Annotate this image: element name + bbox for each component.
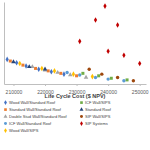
legend-item: SIP Wall/SIPS (80, 114, 111, 119)
point (34, 67, 37, 70)
point (84, 75, 89, 79)
point (97, 74, 100, 77)
point (78, 39, 81, 45)
legend-label: Double Stud Wall/Standard Roof (9, 114, 68, 119)
point (15, 60, 18, 66)
legend-item: Wood Wall/SIPS (4, 128, 39, 133)
point (50, 69, 53, 75)
legend-marker (4, 122, 7, 125)
series (78, 3, 141, 66)
point (27, 64, 32, 68)
series (11, 59, 47, 70)
legend-marker (80, 115, 83, 118)
point (18, 61, 21, 67)
x-tick-mark (45, 84, 46, 86)
legend-item: ICF Wall/SIPS (80, 100, 111, 105)
legend-label: ICF Wall/Standard Roof (9, 121, 52, 126)
legend-label: SIP Wall/SIPS (85, 114, 111, 119)
legend-item: SIP Systems (80, 121, 108, 126)
chart: 210000220000230000240000250000Life Cycle… (0, 0, 150, 150)
point (107, 48, 110, 54)
point (43, 67, 48, 71)
legend-label: Wood Wall/SIPS (9, 128, 39, 133)
point (103, 3, 106, 9)
legend-item: Standard Roof (79, 107, 111, 112)
point (47, 69, 50, 72)
point (110, 77, 113, 80)
point (9, 60, 12, 63)
point (55, 70, 60, 74)
y-axis-line (4, 3, 5, 85)
point (59, 72, 62, 75)
series (9, 60, 78, 78)
point (78, 73, 81, 76)
point (100, 72, 103, 75)
point (43, 67, 48, 71)
series (18, 61, 94, 80)
legend-item: Double Stud Wall/Standard Roof (3, 114, 67, 119)
x-tick-mark (140, 84, 141, 86)
series (6, 57, 66, 77)
legend-label: Wood Wall/Standard Roof (9, 100, 56, 105)
legend-item: Wood Wall/Standard Roof (4, 100, 56, 105)
legend-marker (4, 100, 7, 105)
legend-label: ICF Wall/SIPS (85, 100, 111, 105)
point (106, 77, 109, 80)
x-tick-label: 210000 (6, 89, 23, 95)
x-tick-mark (13, 84, 14, 86)
x-tick-mark (108, 84, 109, 86)
point (81, 72, 84, 75)
legend-item: ICF Wall/Standard Roof (4, 121, 52, 126)
legend: Wood Wall/Standard Roof Standard Wall/Sta… (3, 100, 111, 133)
point (62, 71, 65, 77)
x-tick: 250000 (132, 84, 149, 95)
legend-marker (3, 114, 7, 117)
point (132, 79, 135, 82)
point (6, 57, 9, 63)
point (91, 74, 94, 80)
y-axis (4, 3, 5, 85)
point (75, 74, 78, 77)
legend-marker (79, 107, 83, 110)
point (94, 17, 97, 23)
point (126, 78, 129, 81)
point (138, 61, 141, 67)
x-tick-label: 250000 (132, 89, 149, 95)
x-axis-title: Life Cycle Cost ($ NPV) (45, 93, 106, 99)
point (88, 68, 91, 71)
point (65, 71, 68, 74)
point (11, 59, 16, 63)
point (122, 79, 125, 82)
x-axis-line (5, 84, 147, 85)
x-tick: 210000 (6, 84, 23, 95)
point (122, 53, 125, 59)
point (72, 71, 75, 77)
series (81, 72, 128, 82)
x-tick-mark (77, 84, 78, 86)
point (53, 68, 56, 74)
legend-marker (80, 121, 83, 126)
point (21, 64, 24, 67)
point (116, 76, 119, 79)
point (94, 76, 97, 79)
legend-label: SIP Systems (85, 121, 108, 126)
point (37, 66, 40, 72)
series (30, 64, 88, 79)
legend-marker (80, 101, 83, 104)
legend-label: Standard Roof (85, 107, 112, 112)
legend-item: Standard Wall/Standard Roof (4, 107, 62, 112)
points (6, 3, 142, 82)
point (116, 22, 119, 28)
legend-marker (4, 108, 7, 111)
series (88, 68, 136, 83)
legend-label: Standard Wall/Standard Roof (9, 107, 62, 112)
legend-marker (4, 128, 7, 133)
series (65, 71, 125, 83)
